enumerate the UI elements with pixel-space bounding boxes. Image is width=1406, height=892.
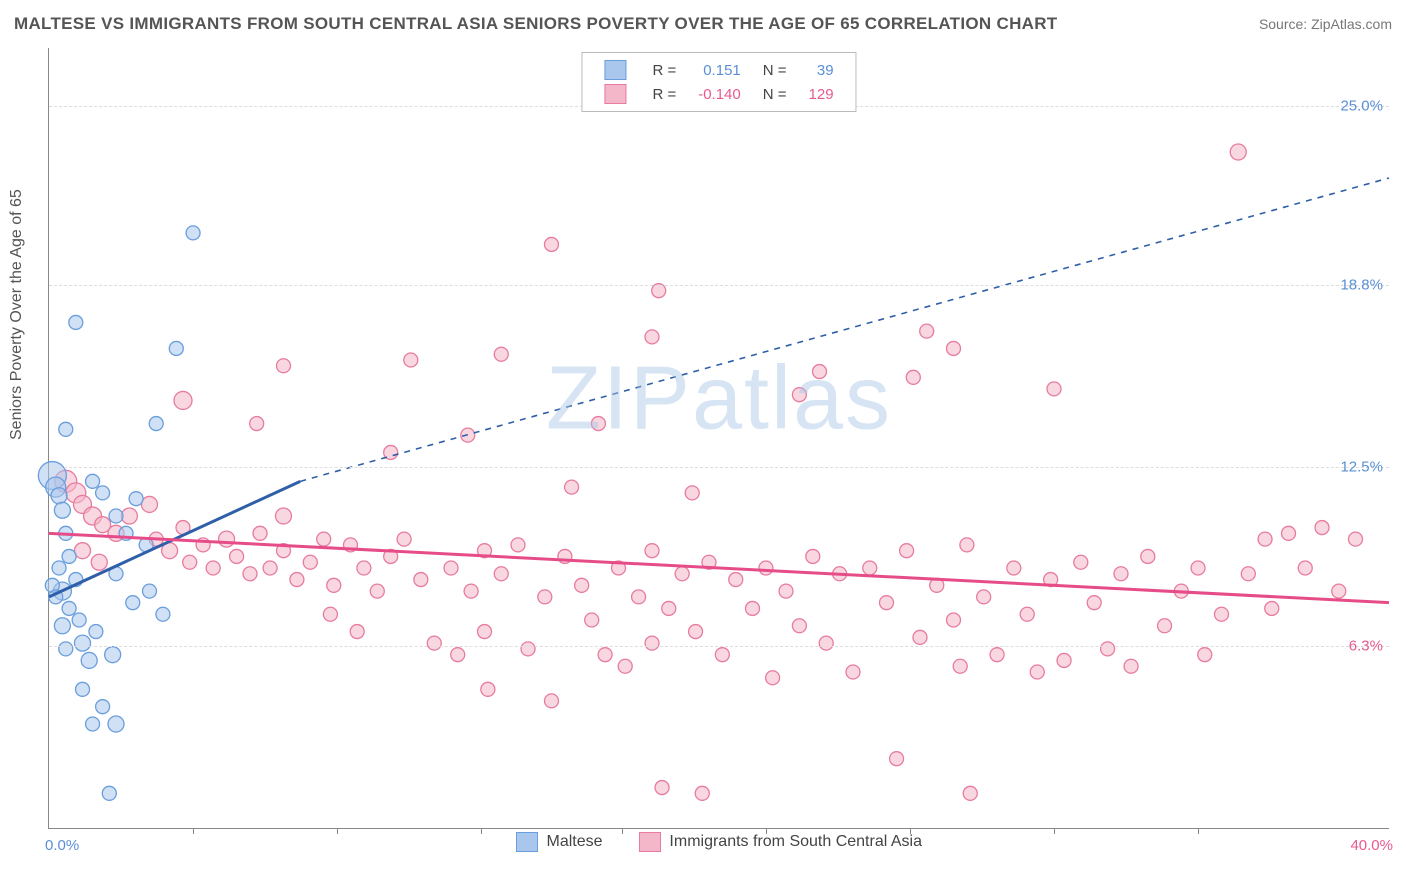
maltese-n-value: 39 xyxy=(799,59,844,81)
maltese-r-value: 0.151 xyxy=(688,59,751,81)
immigrants-r-value: -0.140 xyxy=(688,83,751,105)
stats-legend: R = 0.151 N = 39 R = -0.140 N = 129 xyxy=(581,52,856,112)
series-legend: Maltese Immigrants from South Central As… xyxy=(49,832,1389,852)
y-tick-label: 12.5% xyxy=(1340,458,1383,475)
chart-plot-area: ZIPatlas R = 0.151 N = 39 R = -0.140 N =… xyxy=(48,48,1389,829)
swatch-immigrants-icon xyxy=(639,832,661,852)
scatter-svg xyxy=(49,48,1389,828)
y-axis-label: Seniors Poverty Over the Age of 65 xyxy=(8,189,26,440)
chart-title: MALTESE VS IMMIGRANTS FROM SOUTH CENTRAL… xyxy=(14,14,1057,34)
y-tick-label: 6.3% xyxy=(1349,638,1383,655)
swatch-maltese-icon xyxy=(516,832,538,852)
swatch-maltese-icon xyxy=(604,60,626,80)
source-label: Source: ZipAtlas.com xyxy=(1259,16,1392,32)
y-tick-label: 18.8% xyxy=(1340,276,1383,293)
swatch-immigrants-icon xyxy=(604,84,626,104)
immigrants-n-value: 129 xyxy=(799,83,844,105)
y-tick-label: 25.0% xyxy=(1340,97,1383,114)
